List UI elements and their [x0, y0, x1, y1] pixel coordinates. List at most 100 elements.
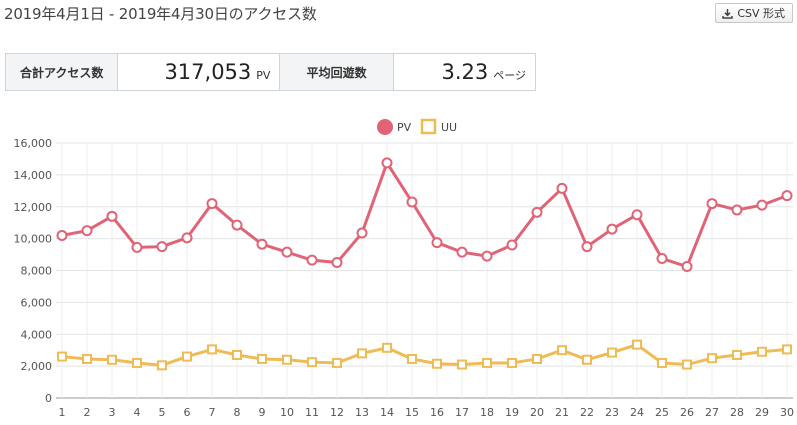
y-tick-label: 10,000: [14, 233, 53, 246]
y-tick-label: 14,000: [14, 169, 53, 182]
legend-uu-label: UU: [441, 121, 457, 134]
data-point-pv[interactable]: [731, 204, 743, 216]
data-point-uu[interactable]: [607, 347, 617, 358]
x-tick-label: 24: [630, 406, 644, 419]
data-point-pv[interactable]: [456, 246, 468, 258]
data-point-uu[interactable]: [732, 349, 742, 360]
x-tick-label: 13: [355, 406, 369, 419]
download-icon: [722, 8, 734, 19]
data-point-pv[interactable]: [281, 246, 293, 258]
x-tick-label: 17: [455, 406, 469, 419]
data-point-pv[interactable]: [631, 209, 643, 221]
data-point-uu[interactable]: [457, 359, 467, 370]
page-title: 2019年4月1日 - 2019年4月30日のアクセス数: [4, 5, 317, 23]
data-point-pv[interactable]: [356, 227, 368, 239]
x-tick-label: 6: [184, 406, 191, 419]
x-tick-label: 14: [380, 406, 394, 419]
data-point-pv[interactable]: [156, 241, 168, 253]
data-point-uu[interactable]: [507, 357, 517, 368]
x-tick-label: 2: [84, 406, 91, 419]
data-point-pv[interactable]: [81, 225, 93, 237]
data-point-uu[interactable]: [157, 360, 167, 371]
y-tick-label: 6,000: [21, 296, 53, 309]
x-tick-label: 25: [655, 406, 669, 419]
data-point-uu[interactable]: [432, 358, 442, 369]
data-point-uu[interactable]: [82, 353, 92, 364]
data-point-pv[interactable]: [181, 232, 193, 244]
data-point-pv[interactable]: [681, 261, 693, 273]
data-point-uu[interactable]: [307, 357, 317, 368]
data-point-uu[interactable]: [57, 351, 67, 362]
data-point-uu[interactable]: [532, 353, 542, 364]
data-point-pv[interactable]: [531, 206, 543, 218]
y-tick-label: 4,000: [21, 328, 53, 341]
x-tick-label: 7: [209, 406, 216, 419]
legend-pv-label: PV: [397, 121, 412, 134]
data-point-uu[interactable]: [757, 346, 767, 357]
data-point-pv[interactable]: [606, 223, 618, 235]
x-tick-label: 26: [680, 406, 694, 419]
data-point-uu[interactable]: [282, 354, 292, 365]
data-point-uu[interactable]: [382, 342, 392, 353]
data-point-uu[interactable]: [257, 353, 267, 364]
data-point-pv[interactable]: [756, 199, 768, 211]
data-point-pv[interactable]: [56, 229, 68, 241]
data-point-uu[interactable]: [482, 357, 492, 368]
y-tick-label: 12,000: [14, 201, 53, 214]
legend-item-uu[interactable]: UU: [420, 118, 457, 135]
data-point-uu[interactable]: [357, 348, 367, 359]
data-point-pv[interactable]: [706, 198, 718, 210]
data-point-uu[interactable]: [557, 345, 567, 356]
data-point-pv[interactable]: [781, 190, 793, 202]
data-point-pv[interactable]: [131, 241, 143, 253]
x-tick-label: 22: [580, 406, 594, 419]
x-tick-label: 1: [59, 406, 66, 419]
x-tick-label: 19: [505, 406, 519, 419]
data-point-uu[interactable]: [707, 353, 717, 364]
data-point-pv[interactable]: [431, 237, 443, 249]
data-point-pv[interactable]: [106, 210, 118, 222]
data-point-uu[interactable]: [132, 357, 142, 368]
data-point-uu[interactable]: [232, 349, 242, 360]
data-point-uu[interactable]: [682, 359, 692, 370]
avg-pages-label: 平均回遊数: [280, 54, 394, 90]
avg-pages-unit: ページ: [493, 69, 527, 82]
data-point-pv[interactable]: [231, 219, 243, 231]
data-point-uu[interactable]: [182, 351, 192, 362]
data-point-uu[interactable]: [582, 354, 592, 365]
data-point-pv[interactable]: [556, 182, 568, 194]
data-point-pv[interactable]: [331, 257, 343, 269]
y-tick-label: 8,000: [21, 265, 53, 278]
data-point-uu[interactable]: [107, 354, 117, 365]
data-point-uu[interactable]: [407, 353, 417, 364]
data-point-pv[interactable]: [206, 198, 218, 210]
data-point-uu[interactable]: [332, 357, 342, 368]
data-point-pv[interactable]: [306, 254, 318, 266]
data-point-pv[interactable]: [381, 157, 393, 169]
avg-pages-value-cell: 3.23 ページ: [394, 54, 535, 90]
data-point-pv[interactable]: [406, 196, 418, 208]
y-tick-label: 0: [45, 392, 52, 405]
x-tick-label: 20: [530, 406, 544, 419]
data-point-pv[interactable]: [481, 250, 493, 262]
x-tick-label: 10: [280, 406, 294, 419]
legend-item-pv[interactable]: PV: [377, 119, 412, 135]
data-point-pv[interactable]: [656, 253, 668, 265]
x-tick-label: 4: [134, 406, 141, 419]
data-point-uu[interactable]: [207, 344, 217, 355]
data-point-uu[interactable]: [782, 344, 792, 355]
total-access-value-cell: 317,053 PV: [118, 54, 281, 90]
data-point-uu[interactable]: [632, 339, 642, 350]
x-tick-label: 9: [259, 406, 266, 419]
data-point-pv[interactable]: [506, 239, 518, 251]
x-tick-label: 16: [430, 406, 444, 419]
data-point-pv[interactable]: [581, 241, 593, 253]
csv-export-button[interactable]: CSV 形式: [715, 3, 793, 23]
data-point-pv[interactable]: [256, 238, 268, 250]
x-tick-label: 3: [109, 406, 116, 419]
x-tick-label: 11: [305, 406, 319, 419]
x-tick-label: 27: [705, 406, 719, 419]
access-line-chart: PV UU 0 2,000 4,000 6,000 8,000 10,000 12,000 1…: [14, 118, 794, 419]
data-point-uu[interactable]: [657, 357, 667, 368]
total-access-label: 合計アクセス数: [6, 54, 119, 90]
